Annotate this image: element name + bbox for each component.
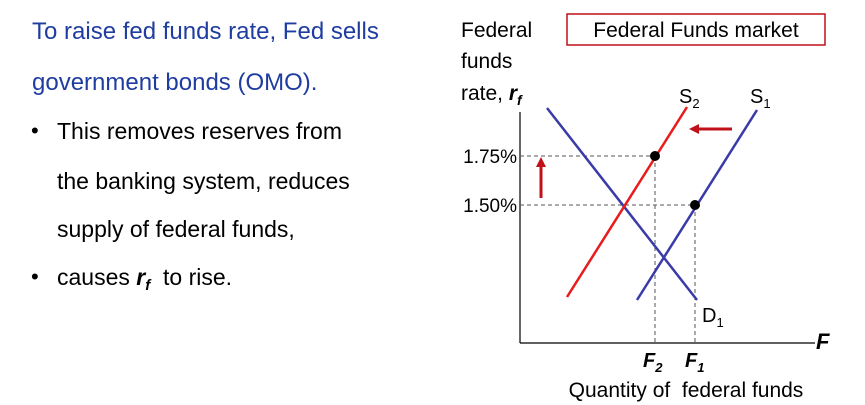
x-tick-label-f1: F1 xyxy=(685,350,704,375)
bullet-1-line-3: supply of federal funds, xyxy=(57,216,295,242)
x-tick-f1-main: F xyxy=(685,350,698,372)
bullet-marker-2: • xyxy=(31,264,39,289)
diagram-title: Federal Funds market xyxy=(593,19,799,42)
heading-line-1: To raise fed funds rate, Fed sells xyxy=(32,18,379,45)
curve-label-s1-sub: 1 xyxy=(763,96,770,111)
x-tick-f2-main: F xyxy=(643,350,656,372)
bullet-2-subscript: f xyxy=(145,277,151,294)
tick-label-low-rate: 1.50% xyxy=(463,196,517,217)
equilibrium-point-original xyxy=(690,200,700,210)
x-tick-f2-sub: 2 xyxy=(654,360,663,375)
supply-curve-s2 xyxy=(565,106,689,298)
equilibrium-point-new xyxy=(650,151,660,161)
y-axis-variable: r xyxy=(509,82,519,105)
y-axis-subscript: f xyxy=(517,92,523,108)
y-axis-label-line-1: Federal xyxy=(461,19,532,42)
heading-line-2: government bonds (OMO). xyxy=(32,69,318,96)
curve-label-d1-sub: 1 xyxy=(716,315,723,330)
x-tick-f1-sub: 1 xyxy=(697,360,704,375)
bullet-marker-1: • xyxy=(31,118,39,143)
curve-label-s2: S2 xyxy=(679,86,700,111)
bullet-2-variable: r xyxy=(136,264,146,290)
slide-text-panel: To raise fed funds rate, Fed sells gover… xyxy=(31,18,379,294)
bullet-2-line: causes rf to rise. xyxy=(57,264,232,294)
demand-curve-d1 xyxy=(546,107,698,301)
bullet-2-prefix: causes xyxy=(57,264,137,290)
curve-label-s2-sub: 2 xyxy=(692,96,699,111)
tick-label-high-rate: 1.75% xyxy=(463,147,517,168)
bullet-2-suffix: to rise. xyxy=(150,264,233,290)
curve-label-d1: D1 xyxy=(702,305,724,330)
y-axis-label-rate: rate, xyxy=(461,82,509,105)
x-axis-symbol: F xyxy=(816,329,830,354)
bullet-1-line-1: This removes reserves from xyxy=(57,118,343,144)
bullet-1-line-2: the banking system, reduces xyxy=(57,168,350,194)
curve-label-s1: S1 xyxy=(750,86,771,111)
x-axis-label: Quantity of federal funds xyxy=(569,379,804,402)
diagram-title-box xyxy=(566,13,826,46)
x-tick-label-f2: F2 xyxy=(643,350,663,375)
curve-label-s2-main: S xyxy=(679,86,692,108)
curve-label-s1-main: S xyxy=(750,86,763,108)
y-axis-label-line-2: funds xyxy=(461,50,512,73)
y-axis-label-line-3: rate, rf xyxy=(461,82,523,108)
curve-label-d1-main: D xyxy=(702,305,716,327)
